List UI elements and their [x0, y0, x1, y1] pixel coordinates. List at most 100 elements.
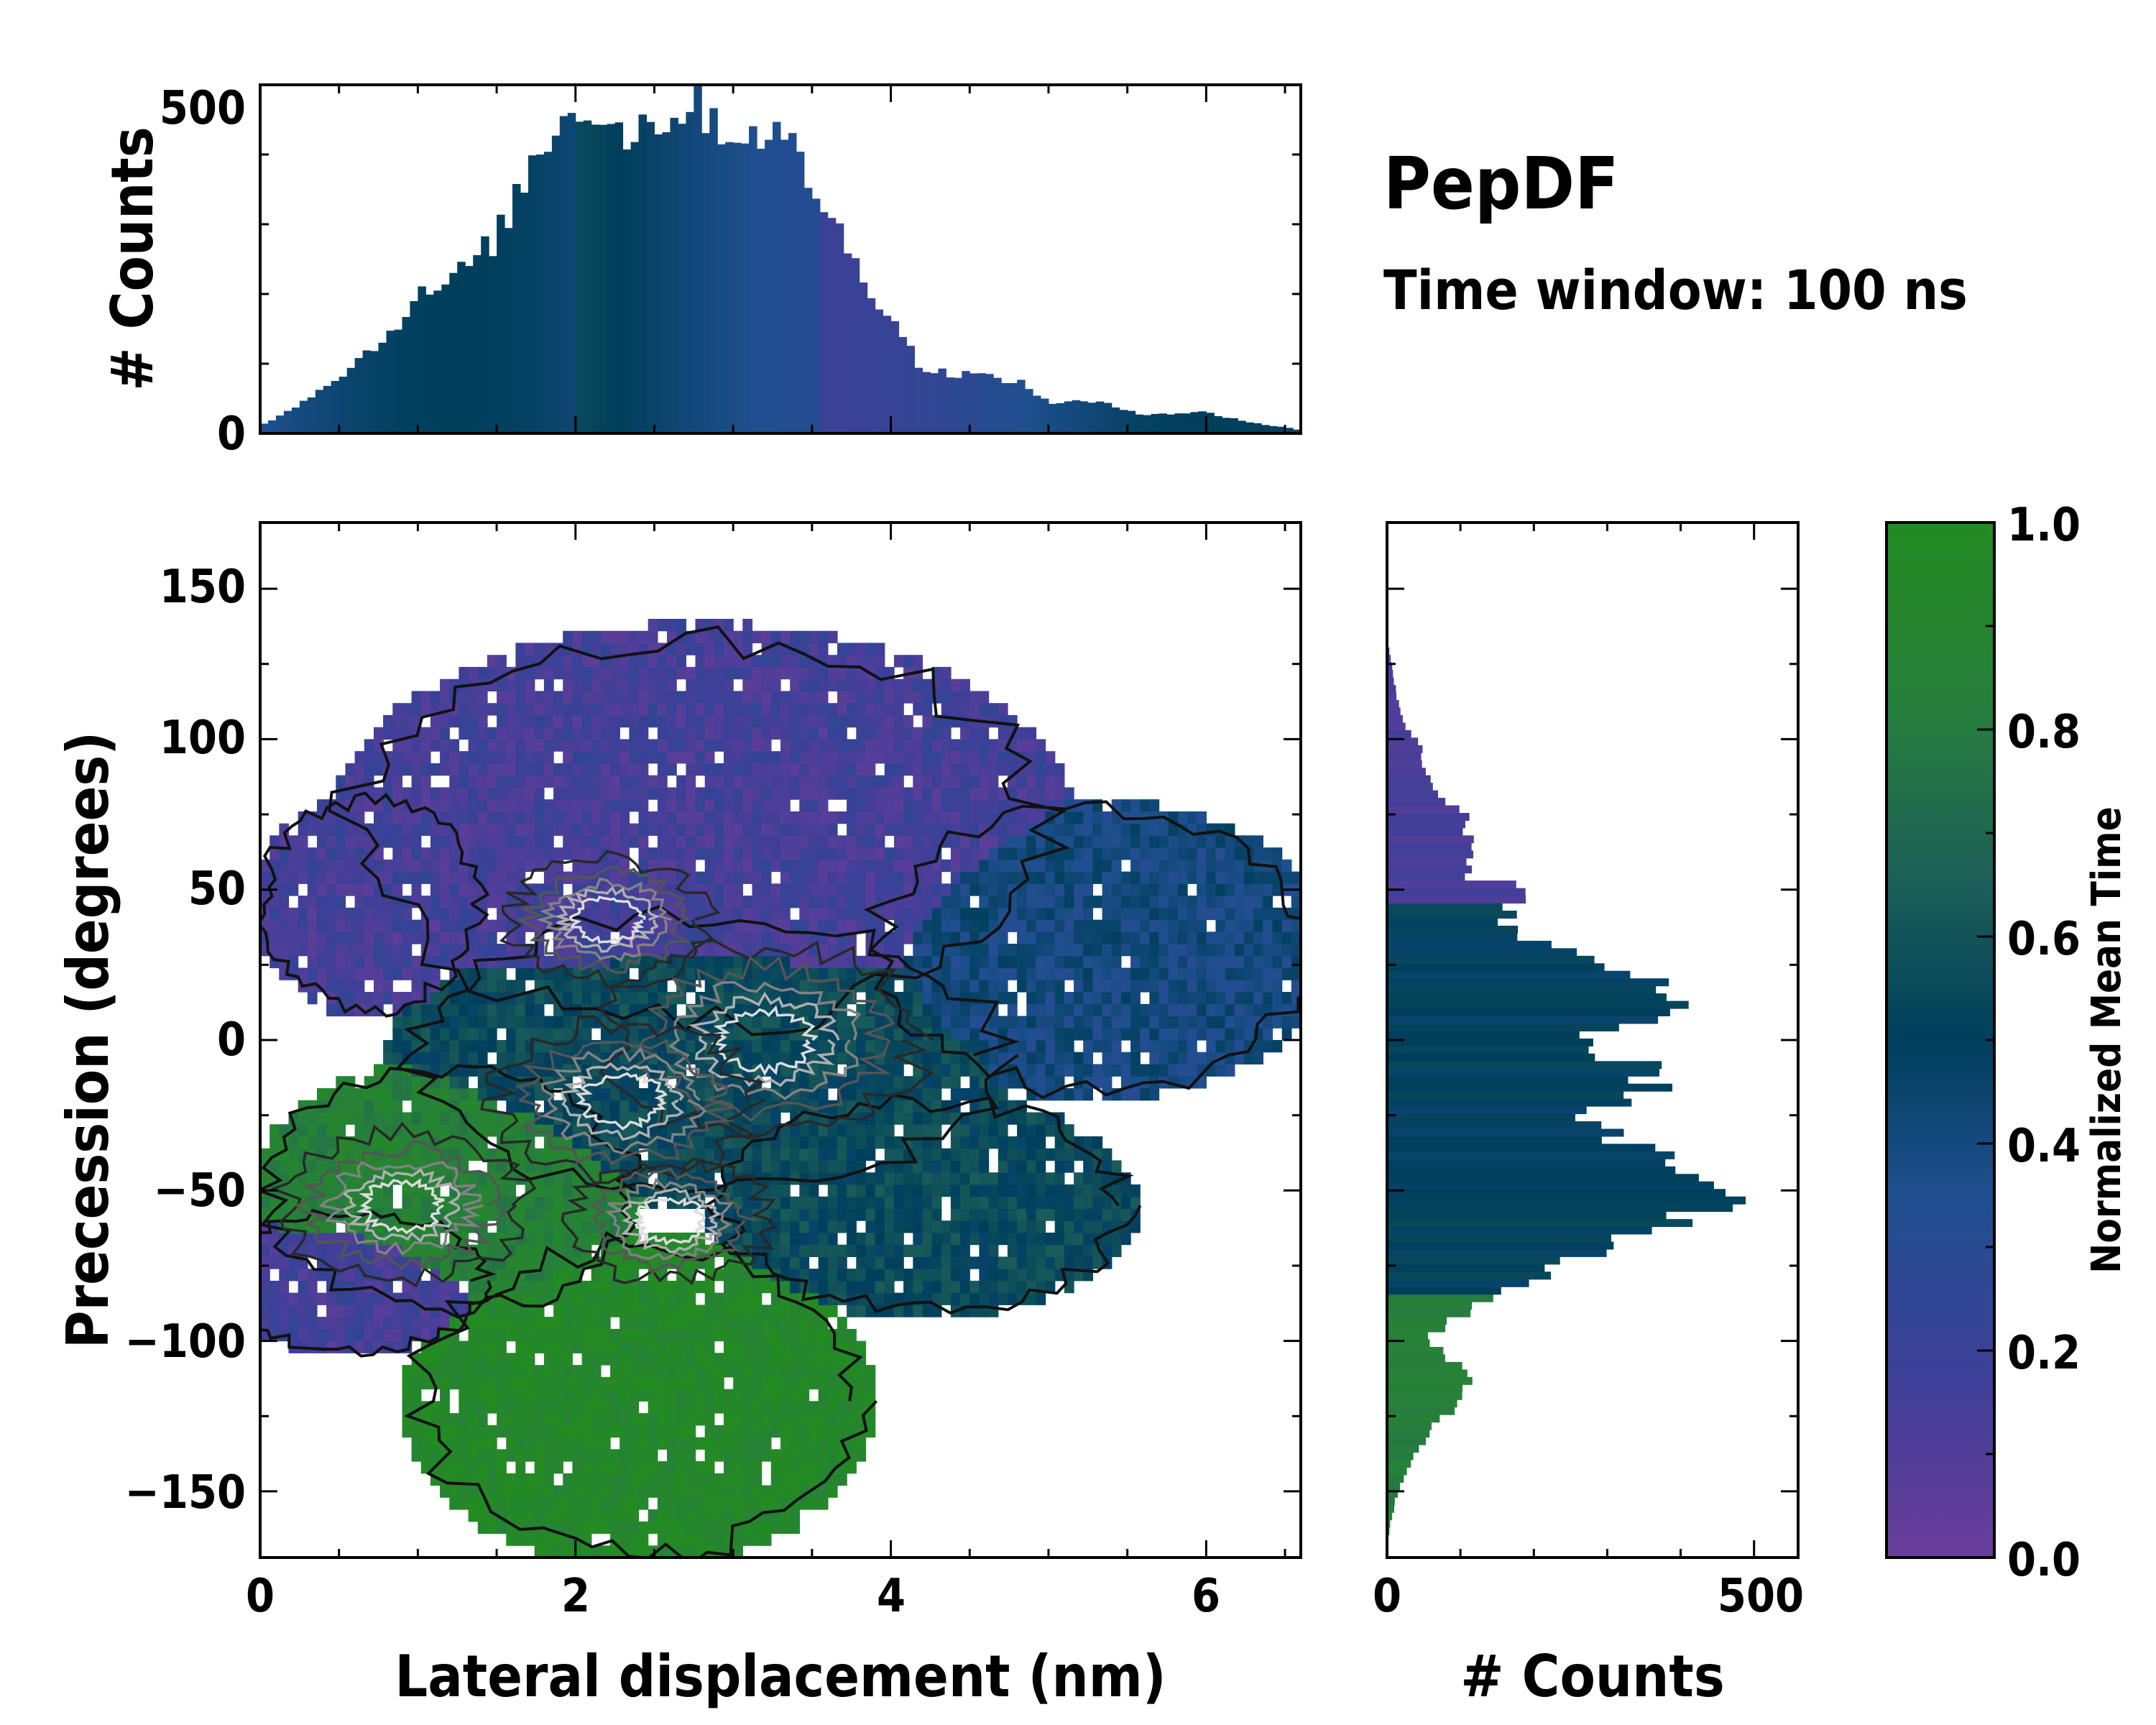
heatmap-cell: [969, 1028, 980, 1041]
heatmap-cell: [600, 907, 611, 921]
heatmap-cell: [657, 739, 668, 752]
heatmap-cell: [704, 1353, 715, 1366]
heatmap-cell: [411, 691, 422, 704]
heatmap-cell: [354, 919, 365, 932]
heatmap-cell: [440, 787, 450, 800]
heatmap-cell: [525, 1028, 535, 1041]
heatmap-cell: [497, 835, 507, 848]
heatmap-cell: [931, 1184, 942, 1197]
heatmap-cell: [894, 1184, 904, 1197]
heatmap-cell: [847, 883, 857, 896]
heatmap-cell: [411, 1389, 422, 1402]
heatmap-cell: [752, 703, 763, 716]
heatmap-cell: [459, 835, 469, 848]
heatmap-cell: [686, 1328, 696, 1342]
heatmap-cell: [931, 944, 942, 957]
top-histogram-bar: [449, 272, 458, 433]
heatmap-cell: [913, 1112, 923, 1125]
heatmap-cell: [449, 1124, 460, 1137]
heatmap-cell: [497, 714, 507, 728]
heatmap-cell: [856, 1376, 867, 1390]
heatmap-cell: [374, 1160, 384, 1173]
heatmap-cell: [392, 763, 403, 776]
heatmap-cell: [808, 1208, 819, 1221]
heatmap-cell: [808, 1124, 819, 1137]
heatmap-cell: [998, 1256, 1008, 1269]
heatmap-cell: [629, 1497, 640, 1510]
heatmap-cell: [317, 1269, 327, 1282]
heatmap-cell: [913, 896, 923, 908]
heatmap-cell: [770, 1232, 781, 1246]
top-ytick-label-0: 0: [217, 408, 246, 461]
heatmap-cell: [440, 944, 450, 957]
heatmap-cell: [449, 714, 460, 728]
heatmap-cell: [638, 1292, 649, 1305]
heatmap-cell: [931, 919, 942, 932]
heatmap-cell: [686, 1413, 696, 1426]
heatmap-cell: [591, 775, 602, 788]
heatmap-cell: [270, 1317, 280, 1330]
heatmap-cell: [704, 1413, 715, 1426]
heatmap-cell: [903, 907, 913, 921]
heatmap-cell: [648, 666, 658, 680]
heatmap-cell: [430, 967, 441, 980]
heatmap-cell: [288, 919, 299, 932]
heatmap-cell: [931, 811, 942, 824]
heatmap-cell: [676, 703, 686, 716]
heatmap-cell: [931, 871, 942, 884]
heatmap-cell: [600, 1485, 611, 1498]
heatmap-cell: [497, 919, 507, 932]
top-histogram-bar: [497, 214, 505, 433]
heatmap-cell: [950, 1184, 961, 1197]
heatmap-cell: [572, 811, 583, 824]
heatmap-cell: [459, 1401, 469, 1414]
heatmap-cell: [827, 1196, 838, 1209]
heatmap-cell: [847, 799, 857, 812]
heatmap-cell: [572, 823, 583, 836]
heatmap-cell: [704, 1509, 715, 1522]
heatmap-cell: [392, 835, 403, 848]
heatmap-cell: [525, 992, 535, 1005]
heatmap-cell: [808, 955, 819, 969]
heatmap-cell: [695, 1317, 706, 1330]
heatmap-cell: [553, 967, 563, 980]
heatmap-cell: [449, 1340, 460, 1353]
heatmap-cell: [591, 1232, 602, 1246]
heatmap-cell: [619, 1509, 630, 1522]
heatmap-cell: [790, 823, 800, 836]
heatmap-cell: [591, 835, 602, 848]
heatmap-cell: [780, 714, 791, 728]
heatmap-cell: [770, 823, 781, 836]
heatmap-cell: [979, 751, 990, 764]
heatmap-cell: [563, 703, 573, 716]
heatmap-cell: [667, 739, 677, 752]
heatmap-cell: [752, 1052, 763, 1064]
heatmap-cell: [572, 859, 583, 873]
heatmap-cell: [515, 967, 526, 980]
heatmap-cell: [336, 823, 346, 836]
heatmap-cell: [960, 1208, 970, 1221]
heatmap-cell: [270, 847, 280, 860]
heatmap-cell: [770, 883, 781, 896]
heatmap-cell: [761, 714, 772, 728]
heatmap-cell: [288, 1136, 299, 1149]
heatmap-cell: [761, 1497, 772, 1510]
heatmap-cell: [676, 811, 686, 824]
heatmap-cell: [392, 1100, 403, 1113]
heatmap-cell: [581, 1028, 592, 1041]
heatmap-cell: [572, 678, 583, 691]
heatmap-cell: [449, 944, 460, 957]
heatmap-cell: [818, 1003, 829, 1017]
heatmap-cell: [572, 1521, 583, 1535]
heatmap-cell: [420, 1208, 431, 1221]
heatmap-cell: [913, 919, 923, 932]
heatmap-cell: [695, 787, 706, 800]
heatmap-cell: [960, 1136, 970, 1149]
top-histogram-bar: [646, 121, 655, 433]
heatmap-cell: [591, 1305, 602, 1317]
heatmap-cell: [525, 1256, 535, 1269]
heatmap-cell: [354, 1088, 365, 1101]
heatmap-cell: [307, 1269, 318, 1282]
heatmap-cell: [497, 1353, 507, 1366]
heatmap-cell: [506, 1256, 517, 1269]
